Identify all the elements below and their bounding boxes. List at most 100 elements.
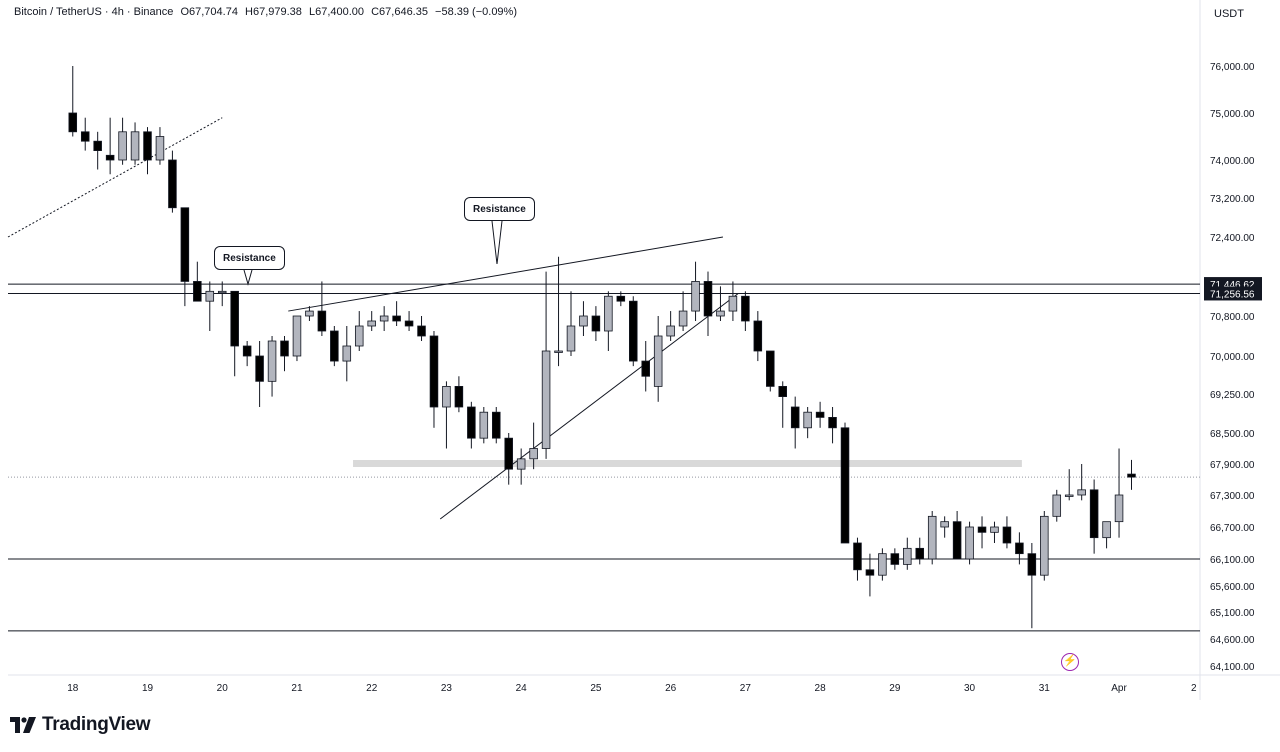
candle-body[interactable] [479,411,489,439]
candle-body[interactable] [267,340,277,382]
candle-body[interactable] [1102,521,1111,539]
candle-body[interactable] [990,526,999,533]
candle-body[interactable] [1127,473,1136,478]
candle-body[interactable] [467,406,476,439]
candle-body[interactable] [541,350,551,449]
candle-body[interactable] [417,325,426,337]
candle-body[interactable] [741,295,750,322]
candle-body[interactable] [853,542,862,571]
candle-body[interactable] [93,140,102,151]
candle-body[interactable] [815,411,825,418]
rising-resistance-trendline[interactable] [288,236,724,312]
candle-body[interactable] [454,385,464,408]
candle-body[interactable] [890,553,900,565]
dotted-trendline[interactable] [7,117,223,238]
candle-body[interactable] [529,448,538,460]
candle-body[interactable] [1015,542,1024,555]
candle-body[interactable] [180,207,190,282]
candle-body[interactable] [790,406,800,429]
price-tick-label: 66,100.00 [1210,555,1255,566]
candle-body[interactable] [367,320,376,327]
candle-body[interactable] [865,569,875,576]
candle-body[interactable] [1077,489,1086,496]
price-tick-label: 75,000.00 [1210,109,1255,120]
candle-body[interactable] [678,310,688,327]
time-tick-label: 22 [366,683,378,694]
currency-selector[interactable]: USDT [1204,0,1280,28]
candle-body[interactable] [118,131,127,161]
candle-body[interactable] [516,458,526,470]
price-tick-label: 70,800.00 [1210,312,1255,323]
candle-body[interactable] [392,315,401,322]
candle-body[interactable] [840,427,850,544]
candle-body[interactable] [292,315,302,357]
rising-support-trendline[interactable] [439,293,739,520]
candle-body[interactable] [317,310,327,332]
candle-body[interactable] [766,350,775,387]
lightning-bolt-icon[interactable]: ⚡ [1061,653,1079,671]
candle-body[interactable] [242,345,252,357]
candle-body[interactable] [641,360,650,377]
candle-body[interactable] [965,526,974,560]
candle-body[interactable] [230,290,239,347]
candle-body[interactable] [155,136,165,161]
candle-body[interactable] [1027,553,1037,576]
support-zone-band[interactable] [353,460,1022,467]
candle-body[interactable] [778,385,787,397]
candle-body[interactable] [903,547,912,565]
candle-body[interactable] [1089,489,1099,539]
candle-body[interactable] [728,295,738,312]
candle-body[interactable] [205,290,215,302]
candle-body[interactable] [753,320,763,352]
resistance-callout-left[interactable]: Resistance [214,246,285,270]
candle-body[interactable] [1052,494,1062,517]
candle-body[interactable] [80,131,90,142]
resistance-callout-right[interactable]: Resistance [464,197,535,221]
candle-body[interactable] [255,355,264,382]
candle-body[interactable] [1064,494,1074,497]
candle-body[interactable] [330,330,339,362]
candle-body[interactable] [716,310,725,317]
candle-body[interactable] [504,437,513,470]
candle-body[interactable] [566,325,576,352]
candle-body[interactable] [193,281,202,302]
candle-body[interactable] [591,315,601,332]
candle-body[interactable] [491,411,501,439]
candle-body[interactable] [429,335,439,408]
candle-body[interactable] [130,131,140,161]
candle-body[interactable] [828,416,837,429]
candle-body[interactable] [915,547,925,560]
candle-body[interactable] [940,521,949,528]
candle-body[interactable] [579,315,588,327]
candle-body[interactable] [952,521,962,560]
candle-body[interactable] [616,295,626,302]
candle-body[interactable] [404,320,414,327]
candle-body[interactable] [1002,526,1012,544]
candle-body[interactable] [703,281,713,317]
candle-body[interactable] [168,159,177,209]
candle-body[interactable] [1114,494,1124,523]
candle-body[interactable] [217,290,227,294]
candle-body[interactable] [927,515,937,560]
candle-body[interactable] [629,300,638,362]
candle-body[interactable] [803,411,812,429]
candle-body[interactable] [666,325,675,337]
candle-body[interactable] [379,315,389,322]
candle-body[interactable] [105,154,115,161]
candle-body[interactable] [1040,515,1049,576]
candle-body[interactable] [305,310,314,317]
candle-body[interactable] [442,385,451,408]
candle-body[interactable] [604,295,613,332]
candle-body[interactable] [143,131,152,161]
tradingview-logo[interactable]: TradingView [10,714,151,736]
candle-body[interactable] [977,526,987,533]
candle-body[interactable] [280,340,289,357]
candle-body[interactable] [342,345,352,362]
candle-body[interactable] [653,335,663,387]
candle-body[interactable] [691,281,700,312]
candle-body[interactable] [68,112,78,133]
candle-body[interactable] [554,350,563,353]
candle-body[interactable] [354,325,364,347]
candle-body[interactable] [878,553,887,576]
